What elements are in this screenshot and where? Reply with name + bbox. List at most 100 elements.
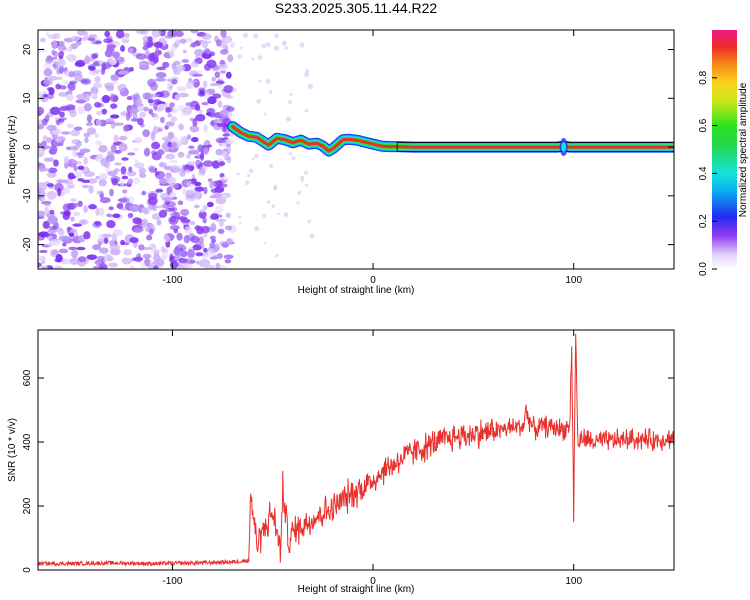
noise-blob (195, 260, 201, 265)
noise-blob (85, 122, 94, 127)
noise-blob (181, 59, 189, 63)
colorbar-gradient (712, 30, 737, 269)
noise-blob (113, 134, 119, 143)
noise-blob (134, 136, 143, 144)
noise-blob (202, 232, 208, 238)
noise-speck (283, 212, 289, 218)
noise-blob (190, 42, 197, 48)
noise-blob (114, 162, 123, 166)
noise-blob (103, 237, 109, 245)
noise-blob (171, 142, 178, 148)
noise-speck (285, 116, 291, 122)
noise-blob (69, 257, 80, 265)
noise-blob (209, 256, 219, 260)
noise-blob (70, 129, 81, 137)
noise-blob (38, 124, 45, 130)
noise-blob (110, 248, 121, 256)
noise-blob (165, 153, 176, 160)
noise-blob (104, 49, 113, 58)
noise-blob (50, 145, 58, 153)
noise-blob (84, 136, 89, 144)
noise-blob (197, 144, 204, 153)
noise-blob (122, 124, 130, 132)
noise-blob (43, 145, 53, 149)
noise-blob (55, 83, 61, 90)
noise-blob (165, 146, 174, 150)
noise-blob (39, 191, 47, 198)
ridge-outline (396, 142, 674, 152)
noise-blob (200, 152, 205, 161)
noise-blob (127, 152, 136, 156)
noise-blob (48, 226, 58, 230)
noise-speck (266, 200, 271, 204)
noise-blob (83, 156, 88, 165)
noise-blob (173, 70, 181, 75)
noise-blob (193, 204, 200, 209)
y-tick-label: 0 (22, 144, 33, 150)
noise-blob (129, 264, 136, 269)
noise-speck (304, 108, 309, 113)
noise-blob (89, 92, 98, 99)
noise-blob (173, 247, 181, 256)
noise-blob (58, 235, 70, 242)
noise-blob (156, 149, 165, 156)
noise-speck (251, 57, 255, 61)
noise-blob (201, 101, 209, 106)
noise-blob (51, 40, 58, 49)
noise-blob (133, 227, 143, 233)
x-tick-label: -100 (162, 275, 182, 286)
noise-blob (81, 78, 91, 85)
noise-blob (117, 83, 127, 93)
noise-blob (94, 259, 104, 266)
noise-blob (147, 99, 154, 104)
noise-blob (130, 118, 140, 122)
noise-blob (81, 184, 90, 189)
noise-blob (153, 41, 163, 48)
noise-blob (86, 127, 97, 135)
noise-blob (53, 265, 64, 269)
spectrogram-plot-frame (37, 29, 675, 270)
noise-blob (98, 179, 107, 187)
noise-blob (126, 96, 133, 101)
noise-blob (72, 211, 81, 217)
noise-blob (135, 30, 146, 34)
noise-blob (113, 122, 124, 126)
noise-blob (226, 110, 232, 118)
noise-blob (66, 226, 71, 232)
noise-blob (153, 113, 160, 121)
noise-blob (169, 49, 175, 58)
noise-speck (300, 178, 304, 182)
noise-blob (92, 265, 104, 269)
noise-blob (188, 149, 200, 155)
noise-blob (192, 118, 198, 127)
noise-blob (149, 82, 159, 91)
noise-blob (40, 37, 46, 43)
noise-blob (46, 171, 57, 178)
noise-blob (88, 34, 98, 39)
noise-blob (187, 248, 196, 258)
noise-blob (189, 259, 196, 264)
noise-speck (299, 42, 305, 48)
noise-blob (102, 233, 113, 238)
noise-blob (95, 119, 102, 126)
noise-blob (93, 40, 102, 45)
noise-speck (300, 175, 305, 180)
noise-blob (164, 125, 169, 130)
noise-blob (217, 228, 225, 234)
noise-blob (103, 38, 113, 44)
noise-blob (160, 246, 166, 253)
noise-blob (45, 30, 50, 37)
noise-blob (83, 31, 89, 37)
noise-blob (47, 236, 53, 240)
noise-blob (169, 182, 179, 189)
noise-blob (86, 114, 93, 123)
noise-blob (118, 70, 129, 75)
noise-blob (106, 44, 117, 49)
noise-blob (47, 157, 55, 162)
noise-speck (238, 215, 242, 220)
noise-blob (121, 36, 131, 44)
noise-blob (167, 113, 172, 118)
noise-blob (63, 156, 70, 165)
noise-blob (174, 39, 180, 45)
noise-blob (83, 231, 91, 240)
